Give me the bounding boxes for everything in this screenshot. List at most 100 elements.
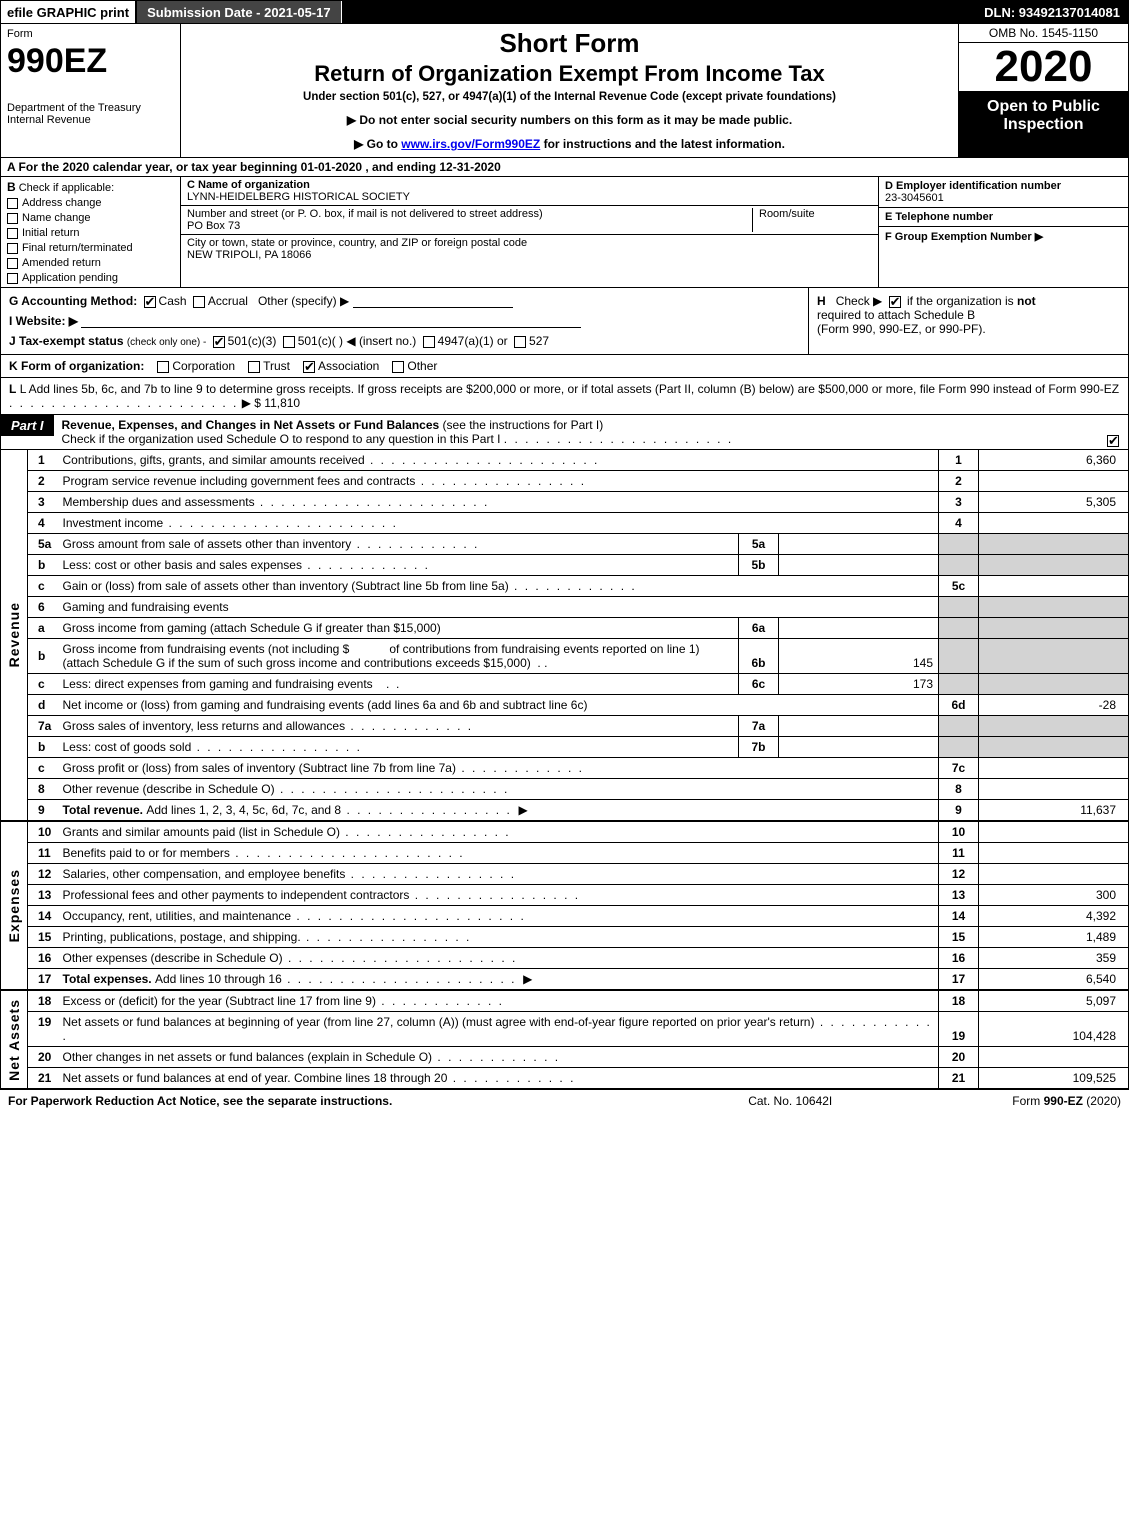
rn-8: 8	[939, 779, 979, 800]
desc-18: Excess or (deficit) for the year (Subtra…	[63, 994, 376, 1008]
no-6c: c	[28, 674, 58, 695]
val-15: 1,489	[979, 927, 1129, 948]
j-label: J Tax-exempt status	[9, 334, 124, 348]
org-name: LYNN-HEIDELBERG HISTORICAL SOCIETY	[187, 191, 410, 203]
desc-9: Total revenue.	[63, 803, 147, 817]
column-h: H Check ▶ if the organization is not req…	[808, 288, 1128, 354]
chk-address-change[interactable]: Address change	[7, 197, 174, 209]
c-street-row: Number and street (or P. O. box, if mail…	[181, 206, 878, 235]
no-12: 12	[28, 864, 58, 885]
note-goto-prefix: ▶ Go to	[354, 137, 401, 151]
h-text3: required to attach Schedule B	[817, 308, 975, 322]
val-4	[979, 513, 1129, 534]
val-17: 6,540	[979, 969, 1129, 991]
h-label: H	[817, 294, 826, 308]
rn-1: 1	[939, 450, 979, 471]
side-revenue: Revenue	[1, 450, 28, 821]
f-group-exemption: F Group Exemption Number ▶	[879, 227, 1128, 246]
val-6d: -28	[979, 695, 1129, 716]
rn-21: 21	[939, 1068, 979, 1090]
chk-initial-return[interactable]: Initial return	[7, 227, 174, 239]
desc-8: Other revenue (describe in Schedule O)	[63, 782, 275, 796]
form-number: 990EZ	[7, 44, 174, 78]
val-5a-gray	[979, 534, 1129, 555]
val-13: 300	[979, 885, 1129, 906]
rn-3: 3	[939, 492, 979, 513]
desc-11: Benefits paid to or for members	[63, 846, 230, 860]
chk-other-org[interactable]	[392, 361, 404, 373]
c-name-label: C Name of organization	[187, 179, 410, 191]
chk-h[interactable]	[889, 296, 901, 308]
chk-assoc[interactable]	[303, 361, 315, 373]
part1-header: Part I Revenue, Expenses, and Changes in…	[0, 415, 1129, 450]
l-amount: $ 11,810	[254, 396, 300, 410]
chk-name-change[interactable]: Name change	[7, 212, 174, 224]
desc-9b: Add lines 1, 2, 3, 4, 5c, 6d, 7c, and 8	[146, 803, 341, 817]
desc-5a: Gross amount from sale of assets other t…	[63, 537, 352, 551]
row-9: 9 Total revenue. Add lines 1, 2, 3, 4, 5…	[1, 800, 1129, 822]
no-6b: b	[28, 639, 58, 674]
row-13: 13 Professional fees and other payments …	[1, 885, 1129, 906]
rn-13: 13	[939, 885, 979, 906]
row-8: 8 Other revenue (describe in Schedule O)…	[1, 779, 1129, 800]
g-accrual: Accrual	[208, 294, 248, 308]
k-opt0: Corporation	[172, 359, 235, 373]
desc-15: Printing, publications, postage, and shi…	[63, 930, 301, 944]
efile-print[interactable]: efile GRAPHIC print	[1, 1, 137, 23]
row-1: Revenue 1 Contributions, gifts, grants, …	[1, 450, 1129, 471]
chk-501c3[interactable]	[213, 336, 225, 348]
chk-amended-return-label: Amended return	[22, 257, 101, 269]
chk-527[interactable]	[514, 336, 526, 348]
chk-cash[interactable]	[144, 296, 156, 308]
rn-12: 12	[939, 864, 979, 885]
desc-2: Program service revenue including govern…	[63, 474, 416, 488]
chk-final-return[interactable]: Final return/terminated	[7, 242, 174, 254]
no-9: 9	[28, 800, 58, 822]
mv-7a	[779, 716, 939, 737]
f-label: F Group Exemption Number ▶	[885, 231, 1043, 243]
rn-17: 17	[939, 969, 979, 991]
row-7c: c Gross profit or (loss) from sales of i…	[1, 758, 1129, 779]
desc-3: Membership dues and assessments	[63, 495, 255, 509]
row-19: 19 Net assets or fund balances at beginn…	[1, 1012, 1129, 1047]
l-text: L Add lines 5b, 6c, and 7b to line 9 to …	[20, 382, 1119, 396]
row-12: 12 Salaries, other compensation, and emp…	[1, 864, 1129, 885]
desc-6a: Gross income from gaming (attach Schedul…	[63, 621, 441, 635]
chk-501c[interactable]	[283, 336, 295, 348]
rn-6b-gray	[939, 639, 979, 674]
row-5c: c Gain or (loss) from sale of assets oth…	[1, 576, 1129, 597]
no-7b: b	[28, 737, 58, 758]
val-20	[979, 1047, 1129, 1068]
chk-application-pending[interactable]: Application pending	[7, 272, 174, 284]
row-3: 3 Membership dues and assessments 3 5,30…	[1, 492, 1129, 513]
no-16: 16	[28, 948, 58, 969]
form-header-right: OMB No. 1545-1150 2020 Open to Public In…	[958, 24, 1128, 157]
val-2	[979, 471, 1129, 492]
row-18: Net Assets 18 Excess or (deficit) for th…	[1, 990, 1129, 1012]
row-11: 11 Benefits paid to or for members 11	[1, 843, 1129, 864]
form-word: Form	[7, 28, 174, 40]
row-6d: d Net income or (loss) from gaming and f…	[1, 695, 1129, 716]
chk-amended-return[interactable]: Amended return	[7, 257, 174, 269]
chk-accrual[interactable]	[193, 296, 205, 308]
chk-corp[interactable]	[157, 361, 169, 373]
chk-trust[interactable]	[248, 361, 260, 373]
k-opt3: Other	[407, 359, 437, 373]
row-7b: b Less: cost of goods sold 7b	[1, 737, 1129, 758]
rn-6d: 6d	[939, 695, 979, 716]
rn-19: 19	[939, 1012, 979, 1047]
row-21: 21 Net assets or fund balances at end of…	[1, 1068, 1129, 1090]
irs-link[interactable]: www.irs.gov/Form990EZ	[401, 137, 540, 151]
val-8	[979, 779, 1129, 800]
row-6: 6 Gaming and fundraising events	[1, 597, 1129, 618]
org-street: PO Box 73	[187, 220, 752, 232]
chk-4947[interactable]	[423, 336, 435, 348]
mn-7b: 7b	[739, 737, 779, 758]
j-opt1: 501(c)(3)	[228, 334, 277, 348]
chk-schedule-o[interactable]	[1107, 435, 1119, 447]
title-return: Return of Organization Exempt From Incom…	[191, 61, 948, 87]
row-15: 15 Printing, publications, postage, and …	[1, 927, 1129, 948]
j-opt4: 527	[529, 334, 549, 348]
part1-check-line: Check if the organization used Schedule …	[62, 432, 501, 446]
g-other: Other (specify) ▶	[258, 294, 349, 308]
